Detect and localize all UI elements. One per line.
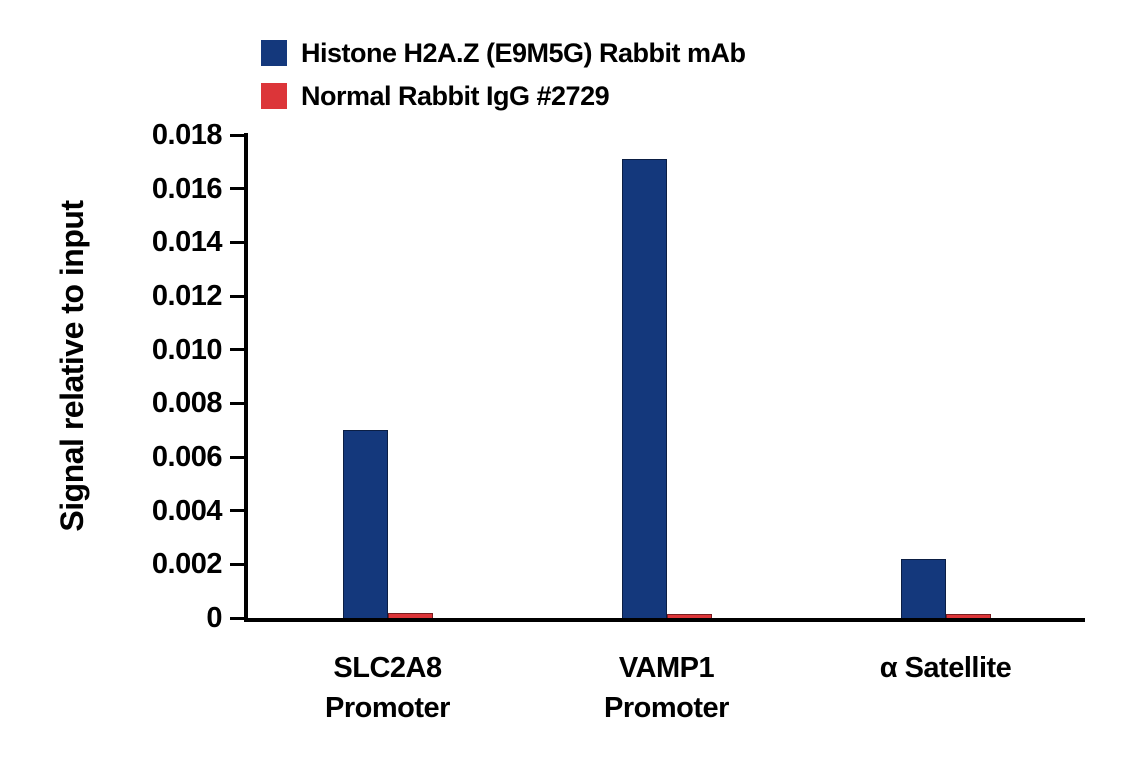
y-tick-label: 0.012: [151, 280, 223, 312]
legend-item-h2az: Histone H2A.Z (E9M5G) Rabbit mAb: [261, 38, 746, 68]
y-tick-mark: [230, 133, 244, 137]
legend-item-igg: Normal Rabbit IgG #2729: [261, 81, 746, 111]
legend-swatch-red: [261, 83, 287, 109]
y-axis-line: [244, 133, 248, 622]
y-tick-mark: [230, 401, 244, 405]
y-tick-label: 0.002: [151, 548, 223, 581]
y-tick-label: 0.010: [151, 333, 223, 366]
y-tick-label: 0.006: [151, 441, 223, 473]
bar-igg-2: [666, 613, 712, 618]
y-tick-mark: [230, 455, 244, 459]
bar-igg-1: [387, 612, 433, 618]
y-tick-mark: [230, 348, 244, 352]
y-tick-mark: [230, 562, 244, 566]
bar-h2az-1: [342, 430, 388, 618]
y-tick-label: 0.004: [151, 494, 223, 527]
bar-h2az-3: [900, 558, 946, 618]
legend-swatch-blue: [261, 40, 287, 66]
y-tick-mark: [230, 509, 244, 513]
y-tick-label: 0.008: [151, 387, 223, 420]
legend-label-igg: Normal Rabbit IgG #2729: [301, 81, 610, 111]
bar-h2az-2: [621, 159, 667, 618]
plot-area: 0.018 0.016 0.014 0.012 0.010 0.008 0.006 0.004…: [152, 120, 1085, 724]
y-tick-mark: [230, 187, 244, 191]
y-tick-label: 0.014: [151, 226, 223, 259]
y-tick-label: 0.016: [151, 172, 223, 205]
x-category-label: SLC2A8 Promoter: [325, 652, 450, 724]
y-tick-label: 0: [206, 602, 222, 634]
y-tick-mark: [230, 616, 244, 620]
legend-label-h2az: Histone H2A.Z (E9M5G) Rabbit mAb: [301, 38, 746, 68]
x-category-label: α Satellite: [879, 652, 1012, 684]
y-axis-title: Signal relative to input: [54, 200, 90, 532]
x-axis-line: [244, 618, 1085, 622]
y-tick-mark: [230, 294, 244, 298]
x-category-label: VAMP1 Promoter: [604, 652, 729, 724]
bar-igg-3: [945, 613, 991, 618]
y-tick-mark: [230, 240, 244, 244]
legend: Histone H2A.Z (E9M5G) Rabbit mAb Normal …: [261, 38, 746, 111]
y-tick-label: 0.018: [151, 119, 223, 151]
